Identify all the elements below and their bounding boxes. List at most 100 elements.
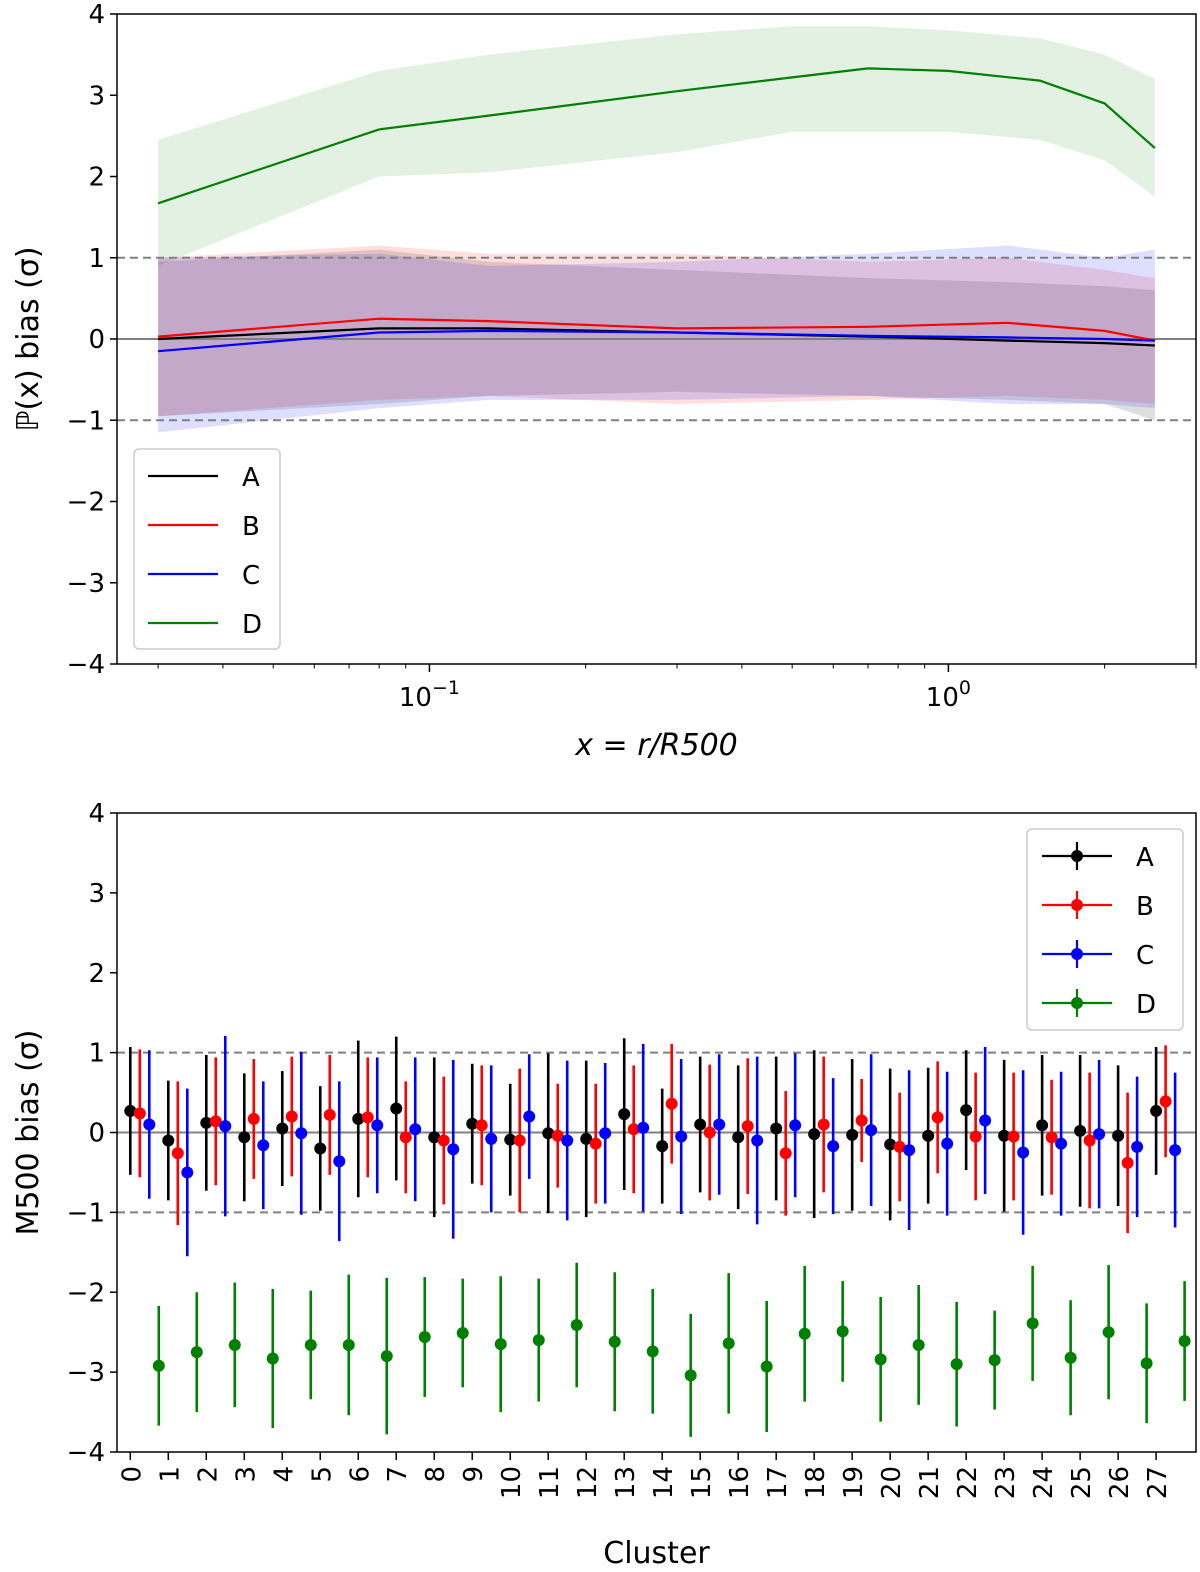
- point-b: [665, 1097, 678, 1110]
- x-tick-label: 26: [1105, 1466, 1135, 1499]
- series-line-d: [157, 67, 1156, 205]
- point-b: [551, 1129, 564, 1142]
- point-b: [1083, 1134, 1096, 1147]
- legend-marker-b: [1071, 899, 1083, 911]
- point-b: [893, 1140, 906, 1153]
- legend-label-a: A: [1136, 843, 1154, 873]
- point-c: [1055, 1137, 1068, 1150]
- series-lines: [157, 67, 1156, 353]
- point-b: [817, 1118, 830, 1131]
- point-c: [827, 1140, 840, 1153]
- point-a: [1112, 1129, 1125, 1142]
- point-b: [589, 1137, 602, 1150]
- point-a: [162, 1134, 175, 1147]
- point-b: [1007, 1130, 1020, 1143]
- point-b: [399, 1131, 412, 1144]
- point-c: [447, 1143, 460, 1156]
- point-a: [1150, 1104, 1163, 1117]
- point-b: [171, 1147, 184, 1160]
- point-c: [979, 1114, 992, 1127]
- x-tick-label: 100: [926, 677, 971, 713]
- band-d: [158, 26, 1155, 266]
- point-c: [675, 1130, 688, 1143]
- point-a: [238, 1131, 251, 1144]
- x-tick-label: 9: [459, 1466, 489, 1483]
- y-tick-label: −2: [67, 1278, 105, 1308]
- y-tick-label: 3: [88, 879, 105, 909]
- point-d: [342, 1338, 355, 1351]
- y-tick-label: −2: [67, 488, 105, 518]
- point-b: [475, 1119, 488, 1132]
- x-tick-label: 3: [231, 1466, 261, 1483]
- x-tick-label: 23: [991, 1466, 1021, 1499]
- point-b: [855, 1114, 868, 1127]
- point-c: [1169, 1144, 1182, 1157]
- point-b: [969, 1130, 982, 1143]
- confidence-bands: [158, 26, 1155, 433]
- point-c: [485, 1132, 498, 1145]
- point-d: [950, 1358, 963, 1371]
- point-b: [931, 1111, 944, 1124]
- legend-label-d: D: [1136, 990, 1156, 1020]
- y-tick-label: 2: [88, 959, 105, 989]
- y-tick-label: 0: [88, 1119, 105, 1149]
- legend-box: [1026, 828, 1184, 1031]
- y-tick-label: −1: [67, 406, 105, 436]
- point-c: [599, 1127, 612, 1140]
- point-a: [314, 1142, 327, 1155]
- point-d: [798, 1327, 811, 1340]
- series-line-c: [158, 329, 1155, 353]
- point-d: [874, 1353, 887, 1366]
- point-a: [922, 1129, 935, 1142]
- band-a: [158, 249, 1155, 421]
- point-c: [371, 1119, 384, 1132]
- point-b: [209, 1115, 222, 1128]
- x-tick-label: 5: [307, 1466, 337, 1483]
- x-tick-label: 21: [915, 1466, 945, 1499]
- point-b: [247, 1112, 260, 1125]
- point-b: [437, 1134, 450, 1147]
- x-tick-label: 7: [383, 1466, 413, 1483]
- point-b: [741, 1120, 754, 1133]
- point-d: [1064, 1351, 1077, 1364]
- legend-marker-c: [1071, 948, 1083, 960]
- point-c: [561, 1134, 574, 1147]
- point-b: [1159, 1095, 1172, 1108]
- x-tick-label: 20: [877, 1466, 907, 1499]
- legend-label-b: B: [1136, 892, 1154, 922]
- point-c: [865, 1124, 878, 1137]
- x-tick-label: 18: [801, 1466, 831, 1499]
- x-tick-label: 17: [763, 1466, 793, 1499]
- point-a: [200, 1116, 213, 1129]
- x-tick-label: 10: [497, 1466, 527, 1499]
- point-c: [409, 1123, 422, 1136]
- point-d: [456, 1326, 469, 1339]
- x-tick-label: 16: [725, 1466, 755, 1499]
- point-a: [352, 1112, 365, 1125]
- point-a: [960, 1104, 973, 1117]
- point-a: [884, 1138, 897, 1151]
- point-a: [618, 1108, 631, 1121]
- y-tick-label: 0: [88, 325, 105, 355]
- x-axis-label: Cluster: [603, 1536, 710, 1571]
- point-a: [770, 1122, 783, 1135]
- x-tick-label: 22: [953, 1466, 983, 1499]
- x-tick-label: 8: [421, 1466, 451, 1483]
- point-c: [181, 1166, 194, 1179]
- y-tick-label: −4: [67, 650, 105, 680]
- x-tick-label: 10−1: [399, 677, 460, 713]
- point-b: [133, 1107, 146, 1120]
- x-tick-exponent: 0: [959, 677, 971, 699]
- point-d: [190, 1346, 203, 1359]
- point-a: [466, 1117, 479, 1130]
- y-tick-label: 4: [88, 0, 105, 30]
- point-a: [998, 1129, 1011, 1142]
- point-d: [988, 1354, 1001, 1367]
- y-tick-label: 1: [88, 244, 105, 274]
- y-axis-label: ℙ(x) bias (σ): [11, 246, 46, 431]
- x-tick-label: 1: [155, 1466, 185, 1483]
- legend-label-b: B: [242, 512, 260, 542]
